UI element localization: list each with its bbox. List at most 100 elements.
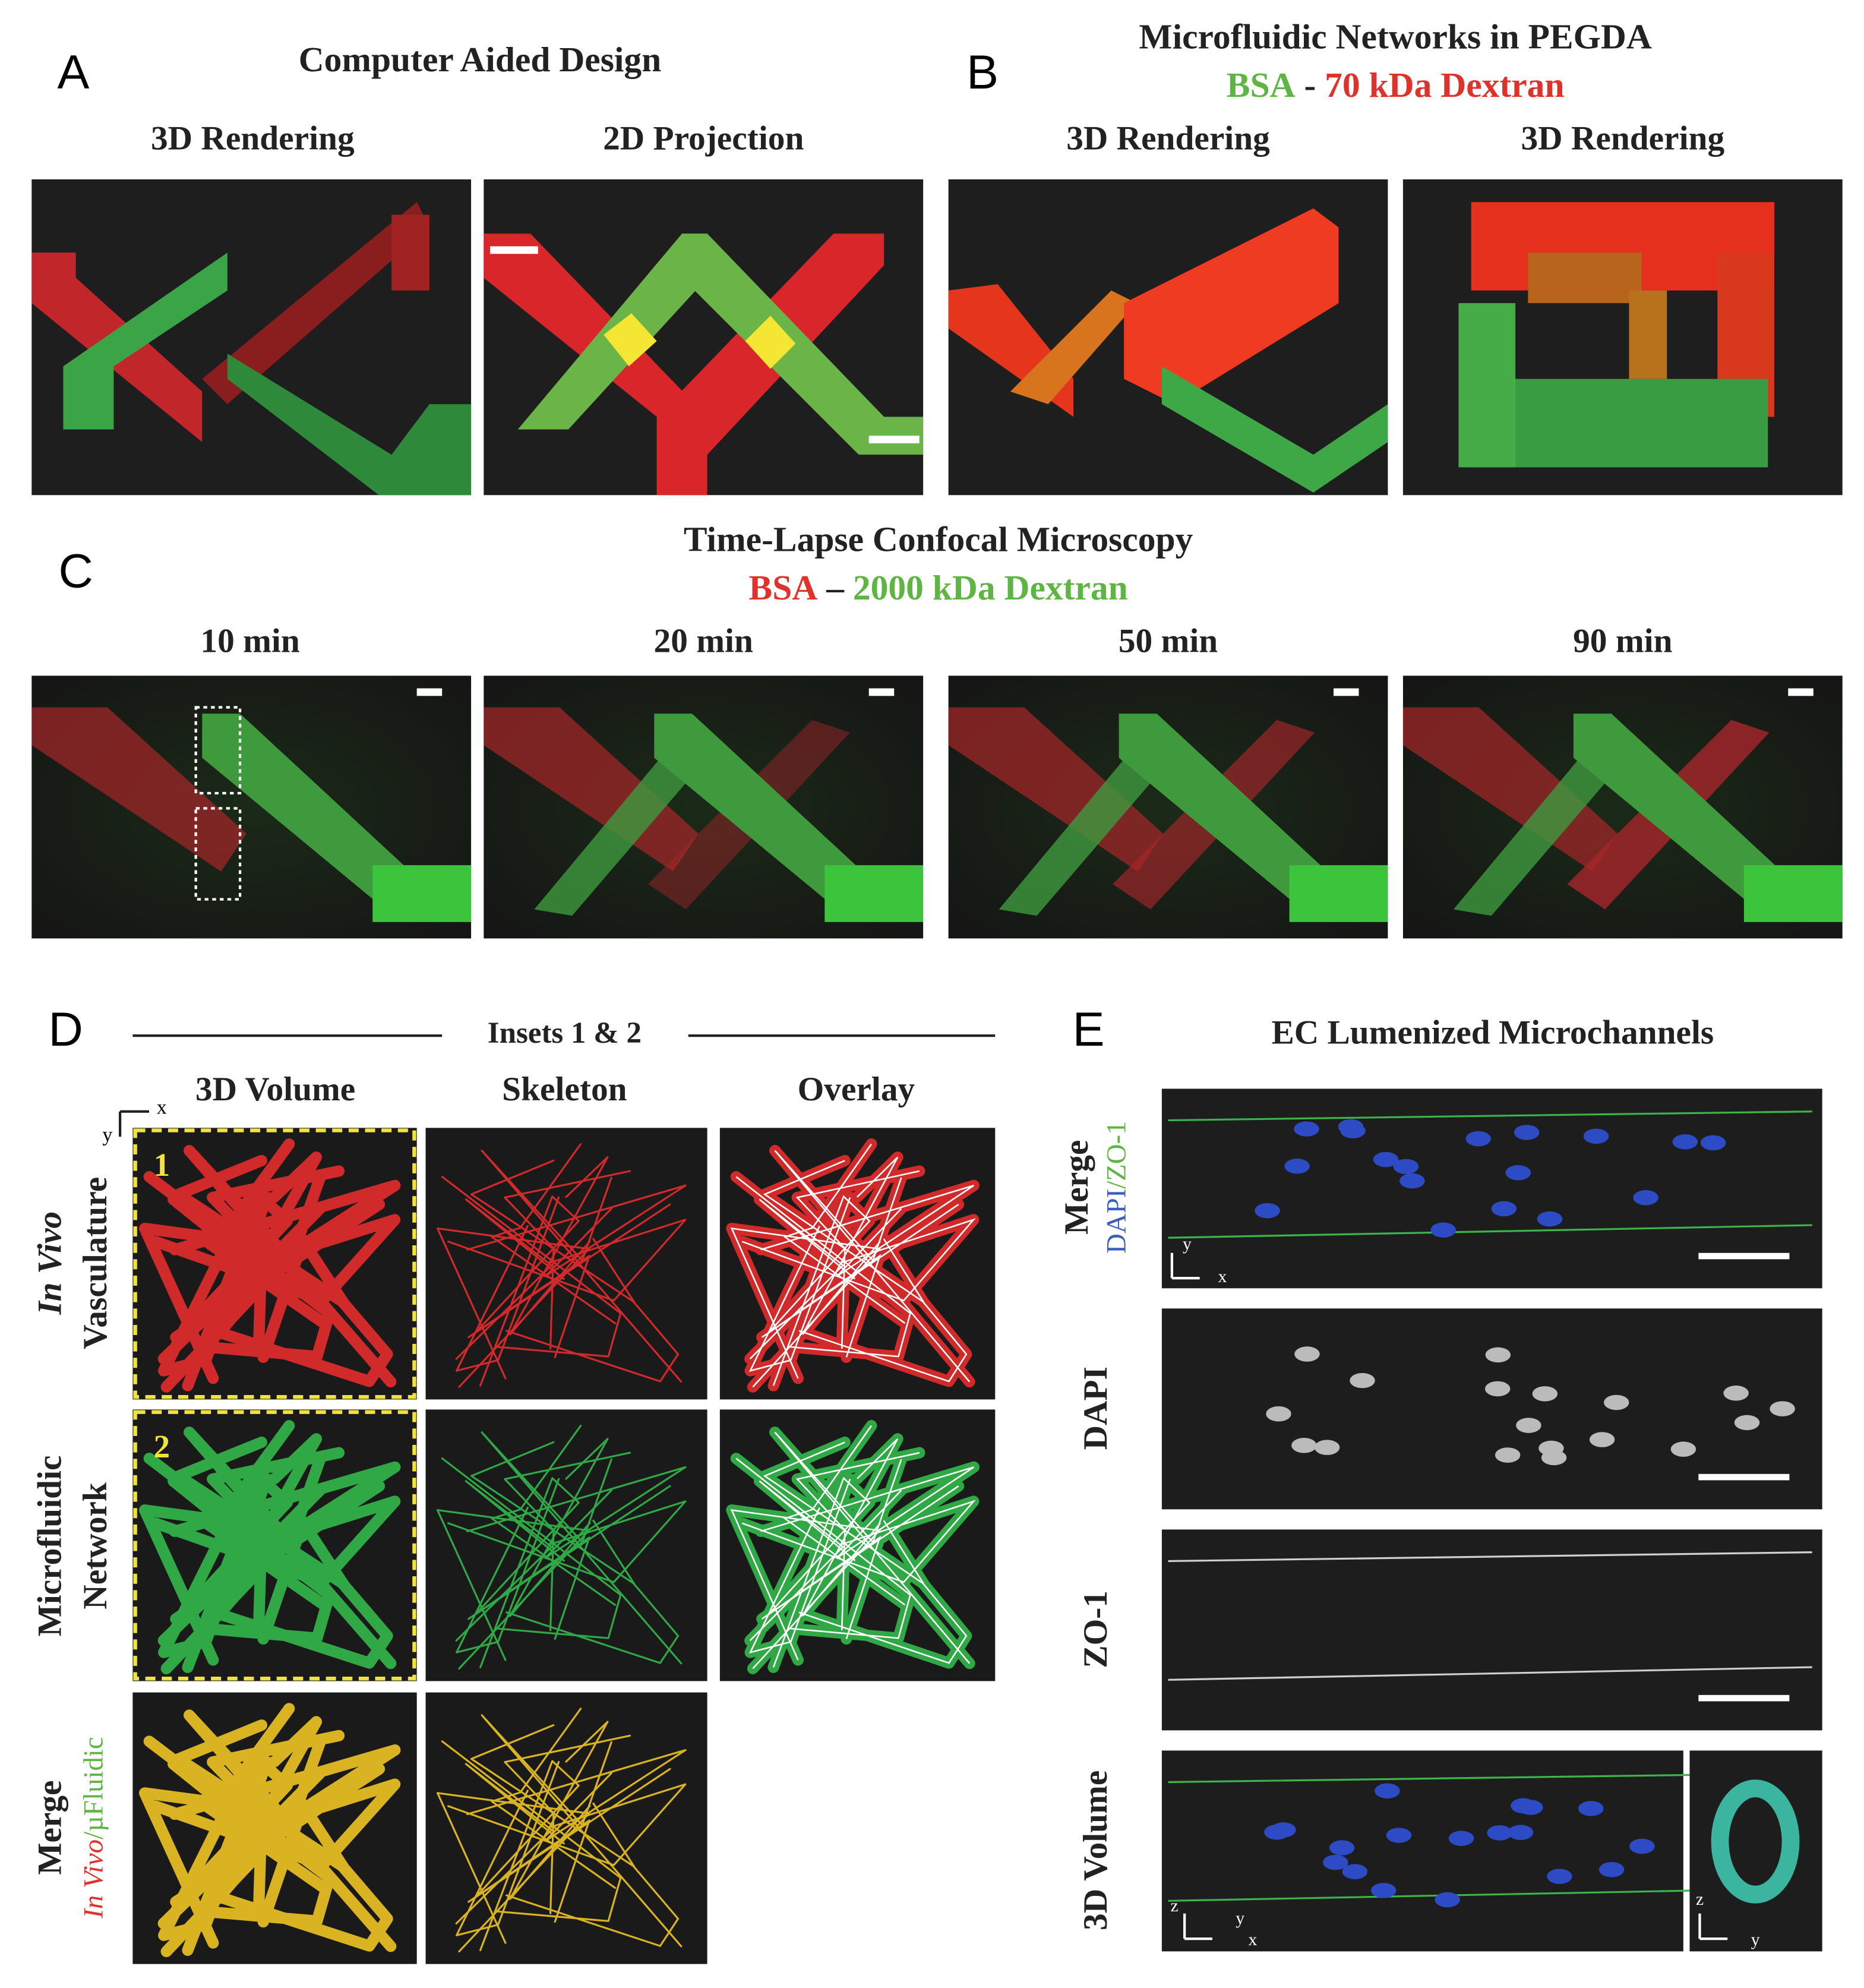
vessel	[143, 1453, 336, 1644]
image	[425, 1409, 707, 1681]
nucleus	[1314, 1440, 1340, 1455]
nucleus	[1670, 1441, 1696, 1457]
skeleton	[735, 1176, 911, 1358]
caption: 2D Projection	[603, 119, 804, 157]
image	[948, 179, 1388, 496]
axes-icon	[1698, 1913, 1728, 1940]
nucleus	[1291, 1438, 1317, 1453]
skeleton	[768, 1476, 871, 1668]
nucleus	[1516, 1418, 1541, 1433]
nucleus	[1465, 1131, 1491, 1147]
inset-box	[194, 706, 242, 795]
scale-bar	[1698, 1252, 1790, 1260]
panel-title: Time-Lapse Confocal Microscopy	[684, 520, 1193, 559]
nucleus	[1514, 1125, 1540, 1140]
row-label: Merge	[1058, 1140, 1095, 1235]
row-label: Vasculature	[77, 1177, 114, 1349]
scale-bar	[416, 688, 443, 696]
skeleton	[760, 1185, 975, 1277]
image	[1161, 1308, 1822, 1510]
vessel	[441, 1740, 622, 1922]
legend-sep: -	[1304, 65, 1316, 104]
image	[484, 179, 924, 496]
legend: BSA – 2000 kDa Dextran	[749, 568, 1128, 607]
panel-label: C	[59, 545, 93, 598]
axis-label: y	[1751, 1930, 1760, 1949]
skeleton	[730, 1509, 881, 1670]
nucleus	[1399, 1173, 1425, 1189]
skeleton	[795, 1451, 920, 1631]
row-label: DAPI	[1077, 1367, 1114, 1450]
skeleton	[735, 1457, 911, 1639]
nucleus	[1370, 1883, 1397, 1898]
image	[1161, 1088, 1822, 1289]
image	[425, 1692, 707, 1964]
skeleton	[748, 1478, 851, 1654]
axis-label: y	[102, 1124, 112, 1146]
scale-bar	[868, 688, 895, 696]
image	[132, 1692, 417, 1964]
nucleus	[1487, 1825, 1512, 1841]
image	[425, 1128, 707, 1400]
nucleus	[1323, 1854, 1348, 1870]
vessel	[139, 1787, 304, 1958]
vessel	[447, 1500, 687, 1583]
channel	[824, 865, 924, 922]
inset-number: 1	[153, 1147, 170, 1183]
legend-item: In Vivo	[78, 1839, 109, 1919]
vessel	[436, 1792, 590, 1953]
skeleton	[760, 1466, 975, 1559]
image	[719, 1409, 996, 1681]
skeleton	[748, 1197, 851, 1372]
skeleton	[741, 1500, 976, 1583]
cross-section	[1711, 1779, 1800, 1904]
vessel	[466, 1184, 687, 1277]
nucleus	[1547, 1869, 1572, 1884]
skeleton	[730, 1227, 881, 1388]
vessel	[456, 1760, 560, 1936]
image	[31, 179, 472, 496]
channel	[1119, 714, 1328, 910]
scale-bar	[1698, 1694, 1790, 1702]
image	[132, 1409, 417, 1681]
nucleus	[1435, 1892, 1460, 1908]
nucleus	[1700, 1135, 1726, 1151]
nucleus	[1484, 1381, 1511, 1397]
axes-icon	[118, 1110, 150, 1137]
axes-icon	[1170, 1252, 1200, 1280]
scale-bar	[1698, 1473, 1790, 1481]
inset-frame	[133, 1410, 416, 1681]
nucleus	[1284, 1158, 1310, 1174]
vessel	[441, 1457, 622, 1639]
panel-title: EC Lumenized Microchannels	[1271, 1014, 1714, 1051]
vessel	[475, 1195, 580, 1387]
nucleus	[1589, 1432, 1615, 1447]
vessel	[139, 1504, 304, 1674]
legend-item: µFluidic	[78, 1737, 109, 1831]
row-label: Merge	[31, 1780, 69, 1875]
vessel	[504, 1734, 631, 1914]
vessel	[506, 1298, 680, 1383]
nucleus	[1255, 1203, 1280, 1219]
image	[948, 676, 1388, 939]
channel	[654, 714, 863, 910]
nucleus	[1294, 1346, 1320, 1362]
nucleus	[1770, 1401, 1795, 1416]
image	[31, 676, 472, 939]
nucleus	[1373, 1151, 1399, 1167]
vessel	[467, 1485, 671, 1640]
channel	[1743, 865, 1843, 922]
caption: 3D Rendering	[151, 119, 355, 157]
nucleus	[1723, 1385, 1749, 1401]
legend-sep: /	[1101, 1181, 1132, 1189]
caption: 3D Rendering	[1521, 119, 1724, 157]
channel	[534, 758, 686, 916]
column-header: 3D Volume	[195, 1071, 355, 1108]
nucleus	[1430, 1222, 1456, 1238]
scale-bar	[1334, 688, 1359, 696]
nucleus	[1338, 1119, 1364, 1135]
nucleus	[1448, 1831, 1474, 1846]
skeleton	[761, 1485, 959, 1639]
nucleus	[1375, 1783, 1400, 1798]
channel	[1573, 714, 1782, 910]
